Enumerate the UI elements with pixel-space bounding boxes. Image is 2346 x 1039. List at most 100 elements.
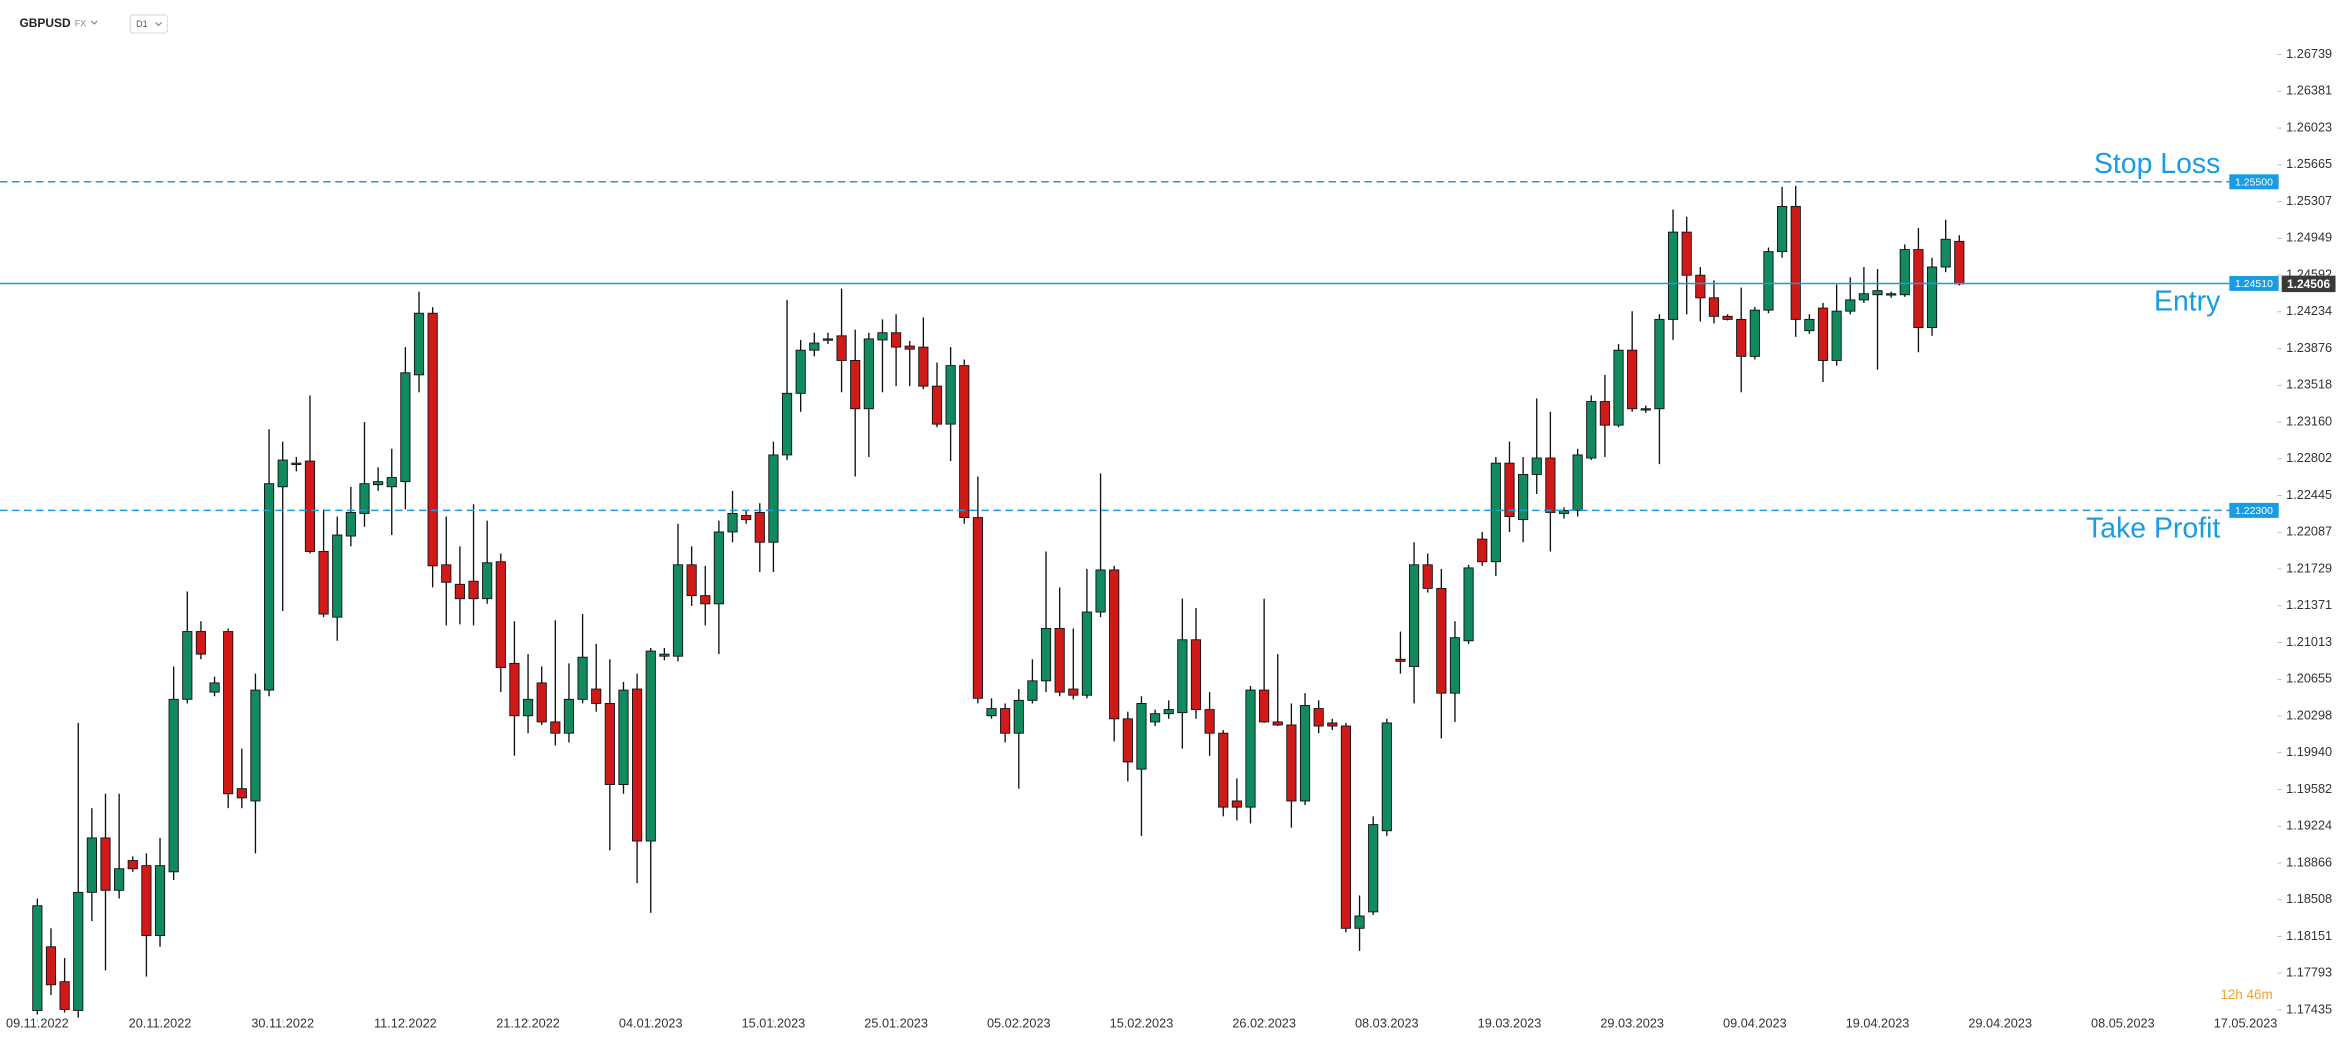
level-name: Take Profit [2086, 512, 2220, 544]
level-label: 1.24510 [2235, 279, 2273, 290]
y-tick-label: 1.22445 [2286, 487, 2332, 502]
y-tick-label: 1.20298 [2286, 707, 2332, 722]
candle-body [632, 688, 643, 842]
candle-body [45, 946, 57, 986]
candle-body [659, 653, 670, 657]
candle-body [1654, 318, 1665, 410]
candle-body [1081, 611, 1093, 696]
candle-body [945, 365, 956, 425]
candle-body [672, 564, 684, 657]
candle-body [563, 698, 575, 734]
level-label: 1.25500 [2235, 177, 2273, 188]
y-tick-label: 1.26023 [2286, 119, 2332, 134]
candle-body [741, 515, 752, 521]
candle-body [168, 698, 179, 873]
candle-body [1286, 724, 1297, 802]
candle-body [727, 513, 738, 533]
candle-body [318, 551, 329, 615]
candle-body [1708, 297, 1720, 317]
candle-body [1395, 658, 1406, 662]
candle-body [1136, 702, 1147, 770]
candle-body [1068, 688, 1079, 696]
candle-body [182, 631, 193, 700]
y-tick-label: 1.18151 [2286, 928, 2332, 943]
candle-body [291, 462, 302, 465]
candle-body [1545, 457, 1556, 513]
candle-body [1177, 639, 1188, 714]
x-tick-label: 17.05.2023 [2214, 1015, 2278, 1030]
candle-body [1299, 705, 1311, 802]
candle-body [1013, 699, 1024, 734]
candle-body [59, 981, 70, 1010]
candle-body [1640, 408, 1651, 411]
x-tick-label: 19.03.2023 [1478, 1015, 1542, 1030]
candle-body [73, 891, 84, 1011]
candle-body [1368, 824, 1379, 913]
candle-body [482, 562, 493, 600]
candle-body [1231, 800, 1242, 808]
candle-body [345, 511, 356, 537]
y-tick-label: 1.23518 [2286, 377, 2332, 392]
candle-body [1531, 457, 1542, 475]
x-tick-label: 15.02.2023 [1110, 1015, 1174, 1030]
y-tick-label: 1.26381 [2286, 83, 2332, 98]
candle-body [591, 688, 602, 704]
y-tick-label: 1.21013 [2286, 634, 2332, 649]
level-label-box [2229, 502, 2279, 518]
timeframe-box[interactable] [129, 14, 169, 34]
y-tick-label: 1.19940 [2286, 744, 2332, 759]
candle-body [127, 860, 138, 870]
y-tick-label: 1.17793 [2286, 965, 2332, 980]
x-tick-label: 29.04.2023 [1968, 1015, 2032, 1030]
y-tick-label: 1.26739 [2286, 46, 2332, 61]
candle-body [400, 372, 411, 483]
candle-body [1913, 249, 1924, 329]
timeframe-chevron[interactable] [155, 22, 163, 27]
candle-body [1149, 713, 1161, 723]
candle-body [86, 837, 97, 893]
market[interactable]: FX [75, 18, 86, 28]
candle-body [1586, 401, 1597, 459]
candle-body [1354, 915, 1365, 929]
market-chevron[interactable] [90, 20, 98, 25]
candle-body [1000, 708, 1011, 734]
candle-body [1381, 722, 1392, 832]
timeframe[interactable]: D1 [136, 19, 147, 29]
y-tick-label: 1.25665 [2286, 156, 2332, 171]
candle-body [1518, 473, 1529, 521]
countdown: 12h 46m [2220, 987, 2272, 1002]
y-tick-label: 1.20655 [2286, 671, 2332, 686]
candle-body [1477, 538, 1488, 563]
candle-body [427, 312, 438, 567]
level-label-box [2229, 174, 2279, 190]
y-tick-label: 1.23160 [2286, 413, 2332, 428]
candle-body [1204, 709, 1215, 734]
candle-body [1259, 689, 1270, 723]
x-tick-label: 30.11.2022 [251, 1015, 314, 1030]
candle-body [713, 531, 724, 605]
y-tick-label: 1.22802 [2286, 450, 2332, 465]
candle-body [1845, 299, 1856, 312]
y-tick-label: 1.21729 [2286, 560, 2332, 575]
candle-body [141, 865, 152, 936]
candle-body [1940, 238, 1951, 268]
level-name: Stop Loss [2094, 148, 2220, 180]
y-tick-label: 1.19224 [2286, 818, 2332, 833]
x-tick-label: 05.02.2023 [987, 1015, 1051, 1030]
x-tick-label: 19.04.2023 [1846, 1015, 1910, 1030]
candle-body [359, 483, 370, 514]
candle-body [236, 788, 247, 799]
candle-body [209, 682, 220, 693]
symbol[interactable]: GBPUSD [19, 16, 71, 30]
level-name: Entry [2154, 285, 2221, 317]
candle-body [1667, 231, 1679, 320]
candle-body [373, 481, 384, 486]
candle-body [1422, 564, 1433, 589]
level-label-box [2229, 275, 2279, 291]
y-tick-label: 1.23876 [2286, 340, 2332, 355]
candle-body [1122, 718, 1133, 763]
candle-body [386, 477, 397, 488]
overlay: 1.25500 Stop Loss 1.24510 Entry 1.22300 Take … [0, 148, 2336, 1002]
